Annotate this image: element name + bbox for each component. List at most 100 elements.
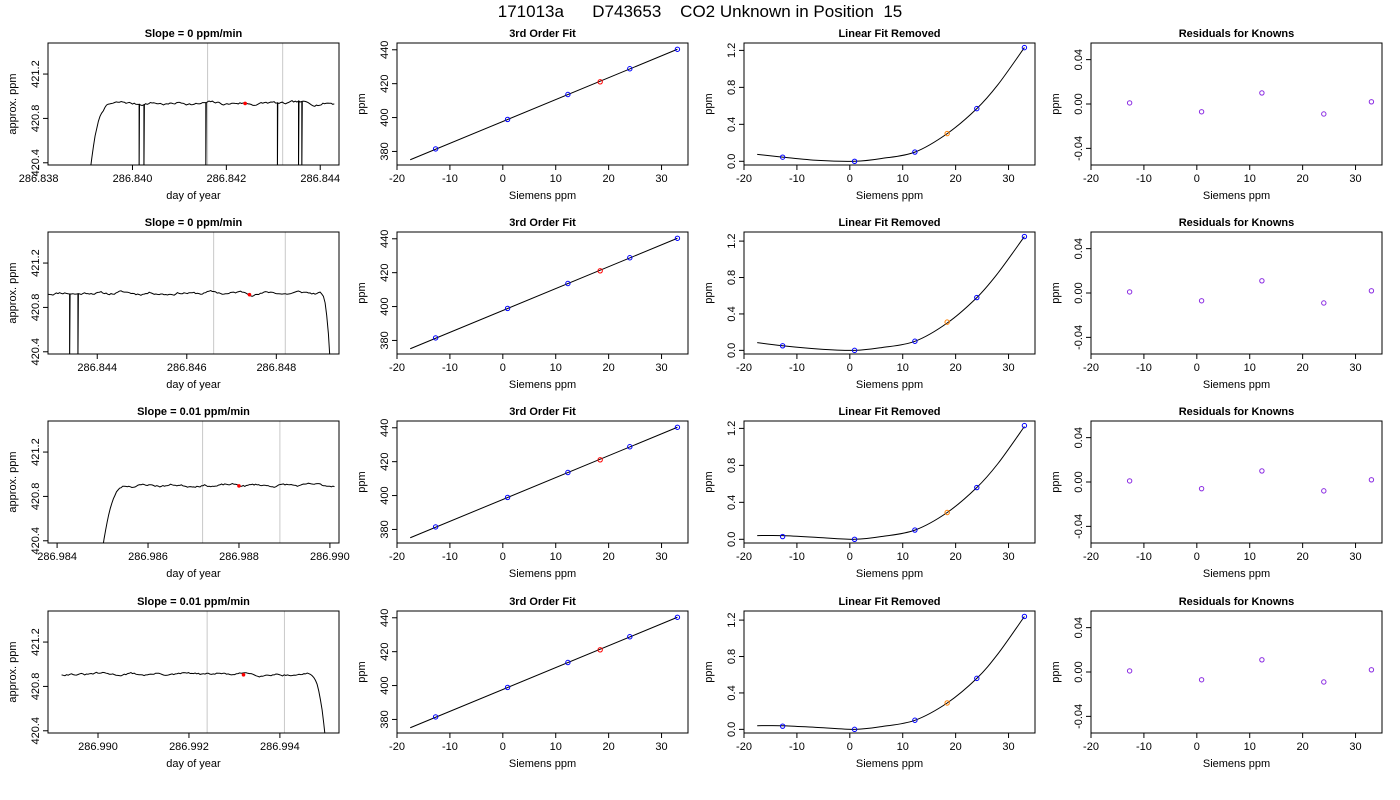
panel-trace-row-3: Slope = 0.01 ppm/min 286.990 286.992 286.99… [7,596,340,770]
panel-title: Slope = 0 ppm/min [145,28,243,40]
x-tick-label: 286.846 [167,362,207,374]
y-tick-label: 400 [379,108,391,126]
standard-point [851,536,858,543]
y-tick-label: 0.4 [726,306,738,321]
x-tick-label: 286.848 [256,362,296,374]
unknown-marker [237,484,241,488]
y-tick-label: -0.04 [1073,136,1085,161]
x-tick-label: 0 [1194,362,1200,374]
x-tick-label: -20 [389,173,405,185]
plot-area [410,424,681,539]
x-tick-label: 0 [847,551,853,563]
standard-point [627,634,633,640]
panel-title: Linear Fit Removed [838,406,940,418]
unknown-marker [247,292,252,297]
standard-point [565,280,571,287]
y-axis-label: approx. ppm [7,451,19,512]
y-tick-label: 0.8 [726,458,738,473]
x-tick-label: 0 [847,173,853,185]
standard-point [1021,44,1028,51]
panel-title: Slope = 0.01 ppm/min [137,406,250,418]
plot-area [48,232,331,354]
y-tick-label: 0.04 [1073,427,1085,448]
x-axis-label: Siemens ppm [509,379,576,391]
residual-point [1126,668,1133,674]
x-tick-label: -20 [736,551,752,563]
x-tick-label: 30 [655,362,667,374]
trace-line [61,671,326,733]
residual-curve [757,47,1025,162]
y-axis-label: ppm [1050,93,1062,114]
x-tick-label: 20 [950,173,962,185]
y-tick-label: 400 [379,486,391,504]
x-tick-label: -20 [736,173,752,185]
y-tick-label: -0.04 [1073,514,1085,539]
x-tick-label: 286.984 [37,551,77,563]
y-axis-label: ppm [356,282,368,303]
plot-frame [1090,231,1383,355]
residual-curve [757,236,1025,351]
y-tick-label: 0.00 [1073,282,1085,303]
panel-title: Slope = 0.01 ppm/min [137,596,250,608]
trace-line [102,482,335,543]
panel-title: Linear Fit Removed [838,217,940,229]
fit-line [410,48,678,161]
residual-point [1368,667,1375,673]
y-tick-label: 0.4 [726,117,738,132]
residual-point [1198,485,1205,492]
plot-area [61,611,326,733]
x-tick-label: 0 [847,362,853,374]
x-tick-label: 286.844 [77,362,117,374]
standard-point [851,158,858,165]
x-tick-label: 20 [1297,741,1309,753]
panel-linres-row-3: Linear Fit Removed -20 -10 0 10 20 30 0.0 0.4 0.8… [703,596,1036,770]
plot-area [90,43,335,165]
standard-point [974,675,980,682]
x-tick-label: 0 [847,741,853,753]
x-tick-label: -20 [389,741,405,753]
x-tick-label: 286.990 [78,741,118,753]
x-tick-label: 286.986 [128,551,168,563]
standard-point [504,684,511,691]
x-tick-label: -20 [736,741,752,753]
x-axis-label: Siemens ppm [1203,190,1270,202]
y-tick-label: 421.2 [30,628,42,656]
y-tick-label: 0.04 [1073,617,1085,638]
x-axis-label: Siemens ppm [1203,379,1270,391]
x-axis-label: Siemens ppm [856,379,923,391]
y-axis-label: ppm [1050,661,1062,682]
residual-point [1126,289,1133,295]
plot-frame [47,420,340,544]
plot-area [757,422,1028,543]
panel-linres-row-2: Linear Fit Removed -20 -10 0 10 20 30 0.0 0.4 0.8… [703,406,1036,580]
standard-point [565,91,571,98]
plot-frame [743,231,1036,355]
x-tick-label: 30 [1349,173,1361,185]
y-axis-label: ppm [356,661,368,682]
x-axis-label: Siemens ppm [856,568,923,580]
x-tick-label: 30 [1349,362,1361,374]
plot-frame [47,610,340,734]
x-tick-label: 30 [655,173,667,185]
y-tick-label: 420.4 [30,527,42,555]
panel-fit-row-3: 3rd Order Fit -20 -10 0 10 20 30 380 400 420 440 Si… [356,596,689,770]
x-tick-label: 10 [1244,362,1256,374]
panel-title: 3rd Order Fit [509,28,576,40]
standard-point [627,66,633,72]
x-tick-label: 286.840 [113,173,153,185]
fit-line [410,616,678,729]
y-axis-label: ppm [356,93,368,114]
x-tick-label: 20 [603,741,615,753]
trace-line [90,100,335,165]
y-tick-label: 420 [379,74,391,92]
x-tick-label: 20 [950,362,962,374]
plot-area [1126,278,1375,306]
y-tick-label: 0.0 [726,532,738,547]
standard-point [974,484,980,491]
panel-trace-row-1: Slope = 0 ppm/min 286.844 286.846 286.848 42… [7,217,340,391]
y-axis-label: ppm [703,661,715,682]
plot-frame [1090,42,1383,166]
x-axis-label: Siemens ppm [509,568,576,580]
residual-point [1368,99,1375,105]
residual-point [1198,109,1205,115]
